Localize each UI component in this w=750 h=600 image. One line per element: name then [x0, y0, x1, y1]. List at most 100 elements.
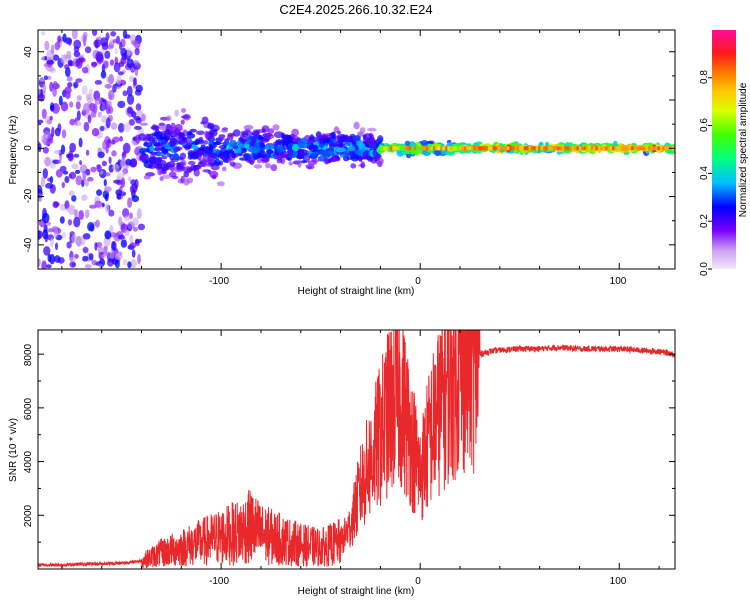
spectrogram-cell-383 — [105, 117, 111, 129]
spectrogram-cell-435 — [104, 172, 111, 177]
spectrogram-cell-15 — [117, 100, 126, 109]
spectrogram-core-1632 — [380, 146, 384, 151]
spectrogram-core-1710 — [566, 146, 571, 151]
spectrogram-cell-394 — [43, 130, 51, 141]
spectrogram-core-1641 — [401, 146, 406, 151]
spectrogram-cell-1070 — [291, 135, 299, 141]
spectrogram-core-1639 — [397, 146, 401, 151]
spectrogram-cell-599 — [174, 109, 179, 117]
spectrogram-core-1698 — [538, 146, 542, 151]
spectrogram-cell-427 — [135, 84, 143, 93]
spectrogram-cell-687 — [206, 158, 214, 164]
spectrogram-cell-326 — [126, 94, 135, 105]
spectrogram-cell-1035 — [306, 138, 316, 143]
spectrogram-core-1661 — [449, 146, 454, 151]
spectrogram-core-1746 — [652, 146, 657, 151]
spectrogram-cell-700 — [162, 143, 172, 148]
spectrogram-cell-269 — [112, 39, 118, 44]
spectrogram-cell-111 — [127, 176, 132, 182]
spectrogram-cell-698 — [139, 122, 149, 126]
spectrogram-cell-1606 — [545, 141, 549, 147]
spectrogram-cell-672 — [189, 128, 197, 133]
spectrogram-cell-185 — [85, 168, 91, 176]
spectrogram-cell-1154 — [338, 142, 346, 148]
spectrogram-cell-301 — [91, 61, 97, 68]
spectrogram-core-1739 — [636, 146, 640, 151]
spectrogram-cell-197 — [51, 126, 55, 138]
spectrogram-core-1663 — [454, 146, 458, 151]
spectrogram-core-1750 — [662, 146, 666, 151]
spectrogram-cell-684 — [172, 147, 181, 152]
spectrogram-core-1717 — [583, 146, 587, 151]
spectrogram-core-1714 — [576, 146, 580, 151]
spectrogram-cell-1292 — [404, 140, 411, 146]
spectrogram-core-1752 — [667, 146, 671, 151]
spectrogram-core-1664 — [456, 146, 461, 151]
spectrogram-cell-9 — [75, 169, 81, 174]
spectrogram-cell-290 — [60, 101, 69, 112]
spectrogram-core-1681 — [497, 146, 501, 151]
spectrogram-cell-1125 — [322, 152, 331, 159]
spectrogram-cell-432 — [49, 115, 53, 121]
spectrogram-cell-356 — [114, 48, 118, 55]
spectrogram-core-1723 — [597, 146, 602, 151]
spectrogram-core-1650 — [423, 146, 427, 151]
spectrogram-core-1693 — [526, 146, 530, 151]
spectrogram-core-1635 — [387, 146, 392, 151]
spectrogram-core-1694 — [528, 146, 532, 151]
spectrogram-cell-441 — [104, 84, 112, 89]
spectrogram-cell-585 — [186, 130, 192, 136]
spectrogram-cell-54 — [136, 110, 144, 117]
spectrogram-cell-1129 — [353, 121, 360, 130]
spectrogram-cell-35 — [127, 197, 133, 208]
spectrogram-cell-448 — [130, 179, 137, 186]
spectrogram-cell-284 — [135, 117, 142, 124]
spectrogram-cell-696 — [194, 139, 200, 146]
spectrogram-cell-266 — [125, 158, 132, 166]
spectrogram-cell-329 — [116, 179, 123, 186]
figure-title: C2E4.2025.266.10.32.E24 — [279, 2, 432, 17]
colorbar-tick-label-08: 0.8 — [699, 70, 710, 84]
spectrogram-core-1724 — [600, 146, 604, 151]
spectrogram-cell-430 — [124, 229, 130, 237]
spectrogram-cell-442 — [116, 74, 122, 86]
spectrogram-cell-190 — [120, 177, 125, 188]
spectrogram-cell-138 — [57, 123, 62, 132]
spectrogram-cell-160 — [41, 108, 47, 120]
spectrogram-cell-382 — [113, 232, 121, 242]
spectrogram-cell-1039 — [373, 156, 380, 161]
colorbar-tick-label-06: 0.6 — [699, 118, 710, 132]
spectrogram-core-1668 — [466, 146, 470, 151]
spectrogram-cell-1263 — [428, 140, 435, 145]
spectrogram-cell-199 — [127, 261, 132, 269]
spectrogram-cell-682 — [160, 164, 170, 172]
spectrogram-core-1736 — [628, 146, 633, 151]
spectrogram-core-1691 — [521, 146, 525, 151]
spectrogram-cell-202 — [67, 82, 73, 88]
spectrogram-cell-702 — [161, 130, 167, 136]
spectrogram-cell-669 — [192, 165, 201, 170]
spectrogram-cell-155 — [76, 110, 81, 121]
spectrogram-cell-444 — [95, 219, 100, 228]
spectrogram-core-1738 — [633, 146, 638, 151]
spectrogram-cell-119 — [76, 95, 82, 101]
spectrogram-cell-299 — [73, 39, 82, 49]
spectrogram-core-1744 — [647, 146, 652, 151]
spectrogram-cell-53 — [117, 122, 125, 133]
spectrogram-cell-582 — [183, 171, 189, 178]
spectrogram-core-1647 — [416, 146, 420, 151]
spectrogram-cell-690 — [197, 150, 207, 155]
spectrogram-cell-1160 — [272, 124, 280, 131]
spectrogram-cell-378 — [114, 252, 123, 261]
spectrogram-cell-243 — [93, 103, 98, 114]
spectrogram-core-1747 — [655, 146, 659, 151]
spectrogram-cell-1273 — [410, 150, 417, 155]
top-y-tick-label-neg20: -20 — [23, 188, 34, 203]
spectrogram-core-1653 — [430, 146, 435, 151]
spectrogram-cell-308 — [129, 75, 134, 83]
spectrogram-cell-1050 — [260, 142, 266, 148]
spectrogram-cell-227 — [137, 223, 146, 231]
spectrogram-cell-656 — [157, 167, 163, 176]
spectrogram-cell-405 — [98, 263, 104, 269]
spectrogram-cell-267 — [67, 152, 74, 162]
